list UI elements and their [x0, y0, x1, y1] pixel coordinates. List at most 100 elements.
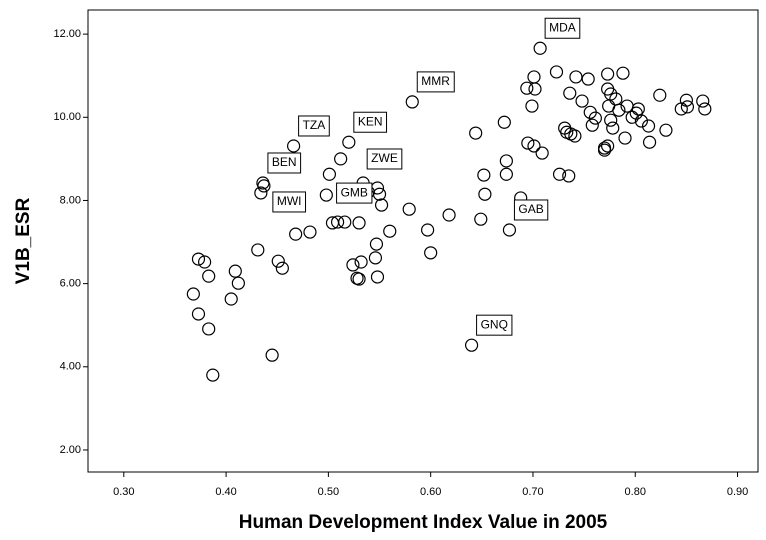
point	[198, 255, 212, 269]
label-box	[353, 111, 388, 133]
point	[563, 86, 577, 100]
point	[502, 223, 517, 237]
point	[287, 139, 301, 153]
point	[575, 94, 589, 108]
point	[612, 103, 626, 117]
y-tick-label: 2.00	[60, 444, 81, 456]
point	[601, 82, 615, 96]
point	[606, 121, 620, 135]
point-label: GNQ	[481, 317, 508, 331]
label-box	[416, 71, 455, 93]
point	[499, 154, 513, 168]
point	[191, 307, 206, 321]
point	[478, 187, 492, 201]
point	[696, 94, 710, 108]
y-tick-label: 12.00	[53, 28, 81, 40]
point	[528, 82, 542, 96]
x-axis-title: Human Development Index Value in 2005	[239, 512, 608, 533]
point	[601, 67, 615, 81]
point	[370, 270, 385, 284]
point	[352, 216, 366, 230]
point	[634, 114, 648, 128]
point	[303, 225, 317, 239]
point-label: ZWE	[371, 151, 398, 165]
point	[257, 179, 271, 193]
point	[525, 99, 539, 113]
point	[641, 119, 656, 133]
point	[330, 215, 345, 229]
point	[597, 143, 612, 157]
point	[191, 252, 206, 266]
point	[474, 212, 488, 226]
point	[569, 70, 583, 84]
point	[354, 255, 368, 269]
point	[499, 167, 513, 181]
y-tick-label: 10.00	[53, 111, 81, 123]
point	[562, 169, 576, 183]
point	[653, 88, 667, 102]
plot-frame	[87, 9, 759, 473]
point	[601, 139, 615, 153]
point	[585, 118, 599, 132]
point-label: GAB	[518, 202, 543, 216]
point-label: GMB	[341, 185, 368, 199]
point	[679, 93, 693, 107]
label-box	[513, 199, 549, 221]
point	[369, 237, 384, 251]
label-box	[366, 148, 403, 170]
point	[402, 202, 416, 216]
point	[322, 167, 337, 181]
point	[368, 251, 383, 265]
point	[338, 215, 352, 229]
point-label: BEN	[272, 155, 297, 169]
point-label: MDA	[549, 20, 576, 34]
point	[424, 246, 438, 260]
point	[527, 139, 541, 153]
point-label: MWI	[277, 194, 302, 208]
point	[469, 126, 483, 140]
point	[642, 135, 657, 149]
point	[251, 243, 265, 257]
point	[533, 41, 547, 55]
x-tick-label: 0.80	[625, 486, 646, 498]
point	[265, 348, 279, 362]
x-tick-label: 0.30	[113, 486, 134, 498]
point	[680, 100, 695, 114]
x-tick-label: 0.40	[215, 486, 236, 498]
point	[477, 168, 491, 182]
point	[202, 269, 216, 283]
point	[581, 72, 595, 86]
y-tick-label: 8.00	[60, 194, 81, 206]
point	[342, 135, 356, 149]
point	[405, 95, 419, 109]
point	[698, 102, 712, 116]
label-box	[298, 115, 330, 137]
point-label: KEN	[358, 114, 383, 128]
point	[604, 113, 618, 127]
label-box	[476, 314, 513, 336]
x-tick-label: 0.90	[727, 486, 748, 498]
point	[346, 258, 360, 272]
point	[421, 223, 435, 237]
point	[520, 81, 534, 95]
point	[206, 368, 220, 382]
point	[231, 276, 245, 290]
y-tick-label: 4.00	[60, 361, 81, 373]
point	[659, 123, 673, 137]
point	[616, 66, 630, 80]
point	[374, 198, 389, 212]
point	[568, 129, 582, 143]
point	[254, 186, 268, 200]
x-tick-label: 0.50	[318, 486, 339, 498]
point	[224, 292, 238, 306]
point	[464, 338, 479, 352]
y-axis-title: V1B_ESR	[13, 197, 34, 284]
y-tick-label: 6.00	[60, 278, 81, 290]
point	[352, 272, 366, 286]
point	[521, 136, 535, 150]
label-box	[267, 152, 302, 174]
point	[618, 131, 632, 145]
label-box	[336, 182, 373, 204]
